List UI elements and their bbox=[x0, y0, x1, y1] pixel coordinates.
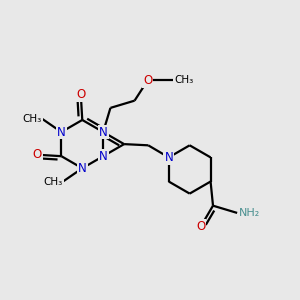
Text: N: N bbox=[57, 125, 66, 139]
Text: CH₃: CH₃ bbox=[44, 176, 63, 187]
Text: N: N bbox=[99, 125, 108, 139]
Text: N: N bbox=[99, 150, 108, 163]
Text: NH₂: NH₂ bbox=[239, 208, 260, 218]
Text: N: N bbox=[164, 151, 173, 164]
Text: CH₃: CH₃ bbox=[23, 114, 42, 124]
Text: N: N bbox=[78, 162, 87, 175]
Text: O: O bbox=[33, 148, 42, 161]
Text: O: O bbox=[143, 74, 152, 87]
Text: O: O bbox=[76, 88, 86, 101]
Text: O: O bbox=[196, 220, 206, 233]
Text: CH₃: CH₃ bbox=[174, 75, 194, 85]
